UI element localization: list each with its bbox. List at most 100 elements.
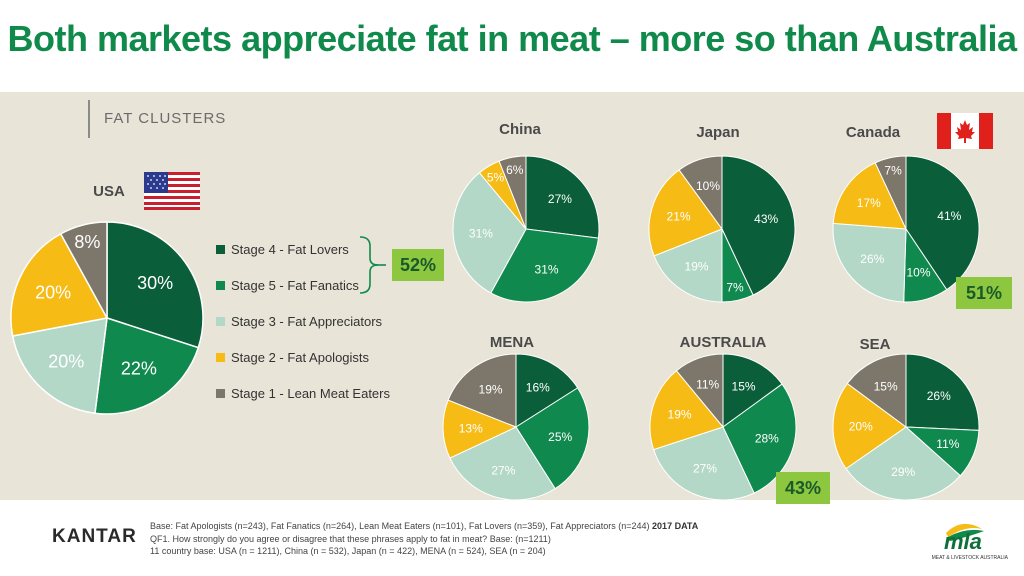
legend-label: Stage 4 - Fat Lovers [231, 242, 349, 257]
pie-slice [905, 155, 980, 291]
pie-slice-label: 21% [667, 209, 691, 223]
pie-slice-label: 27% [491, 463, 515, 477]
pie-slice-label: 19% [685, 259, 709, 273]
pie-slice-label: 10% [696, 179, 720, 193]
pie-slice [675, 353, 724, 429]
legend-swatch [216, 317, 225, 326]
pie-australia: 15% 28% 27% 19% 11% [649, 353, 797, 501]
pie-slice [442, 399, 518, 459]
pie-label-mena: MENA [489, 334, 535, 351]
pie-slice-label: 30% [137, 273, 173, 293]
legend-bracket [359, 236, 386, 294]
kantar-logo: KANTAR [52, 526, 137, 547]
pie-slice-label: 19% [479, 383, 503, 397]
legend-item: Stage 3 - Fat Appreciators [216, 314, 382, 329]
legend-label: Stage 1 - Lean Meat Eaters [231, 386, 390, 401]
pie-slice [106, 221, 204, 349]
pie-slice [59, 221, 108, 319]
pie-slice-label: 7% [726, 280, 744, 294]
footer-country-base: 11 country base: USA (n = 1211), China (… [150, 546, 546, 556]
pie-slice [490, 228, 599, 303]
pie-slice [832, 382, 907, 470]
canada-flag-icon [937, 113, 993, 149]
pie-slice-label: 15% [874, 380, 898, 394]
pie-slice-label: 22% [121, 358, 157, 378]
pie-slice-label: 5% [487, 170, 505, 184]
pie-slice-label: 19% [668, 407, 692, 421]
pie-slice [11, 317, 108, 415]
mla-logo-subtext: MEAT & LIVESTOCK AUSTRALIA [931, 555, 1008, 561]
pie-slice-label: 25% [548, 430, 572, 444]
pie-slice-label: 10% [906, 265, 930, 279]
pie-slice [498, 155, 527, 230]
pie-mena: 16% 25% 27% 13% 19% [442, 353, 590, 501]
pie-slice [846, 353, 907, 428]
legend-item: Stage 5 - Fat Fanatics [216, 278, 359, 293]
legend-label: Stage 5 - Fat Fanatics [231, 278, 359, 293]
mla-logo: mla MEAT & LIVESTOCK AUSTRALIA [918, 517, 1008, 567]
legend-item: Stage 2 - Fat Apologists [216, 350, 369, 365]
pie-slice [832, 162, 907, 230]
pie-slice [515, 353, 579, 428]
pie-usa: 30% 22% 20% 20% 8% [10, 221, 204, 415]
pie-slice [652, 426, 755, 501]
pie-slice [447, 353, 517, 428]
usa-flag-icon [144, 172, 200, 210]
pie-slice-label: 43% [754, 212, 778, 226]
legend-label: Stage 3 - Fat Appreciators [231, 314, 383, 329]
pie-slice-label: 6% [506, 163, 524, 177]
pie-slice [905, 353, 980, 431]
pie-slice [525, 155, 600, 239]
footer-base-line: Base: Fat Apologists (n=243), Fat Fanati… [150, 521, 699, 531]
legend-item: Stage 4 - Fat Lovers [216, 242, 349, 257]
pie-slice-label: 41% [937, 209, 961, 223]
pie-slice [515, 387, 590, 490]
pie-slice-label: 26% [927, 389, 951, 403]
pie-slice-label: 15% [732, 380, 756, 394]
pie-slice-label: 20% [48, 351, 84, 371]
pie-label-canada: Canada [845, 124, 901, 141]
pie-label-australia: AUSTRALIA [679, 334, 767, 351]
footer-notes: Base: Fat Apologists (n=243), Fat Fanati… [150, 520, 790, 558]
pie-slice [449, 426, 556, 501]
pie-slice [452, 172, 527, 294]
pie-slice [874, 155, 907, 230]
pie-slice [722, 383, 797, 494]
pie-japan: 43% 7% 19% 21% 10% [648, 155, 796, 303]
legend-swatch [216, 245, 225, 254]
pie-slice-label: 17% [857, 196, 881, 210]
legend-label: Stage 2 - Fat Apologists [231, 350, 370, 365]
callout-australia-total: 43% [776, 472, 830, 504]
pie-slice [653, 228, 723, 303]
pie-slice-label: 7% [884, 164, 902, 178]
slide-title: Both markets appreciate fat in meat – mo… [7, 18, 1017, 59]
pie-slice [845, 426, 962, 501]
pie-slice-label: 27% [693, 462, 717, 476]
pie-slice-label: 28% [755, 431, 779, 445]
mla-leaf-icon [946, 523, 984, 541]
pie-label-sea: SEA [859, 336, 891, 353]
legend-swatch [216, 281, 225, 290]
pie-slice [832, 222, 907, 303]
callout-canada-total: 51% [956, 277, 1012, 309]
legend-item: Stage 1 - Lean Meat Eaters [216, 386, 390, 401]
pie-slice [94, 317, 200, 415]
pie-slice-label: 16% [526, 380, 550, 394]
pie-slice-label: 13% [459, 421, 483, 435]
pie-label-china: China [499, 121, 541, 138]
legend-swatch [216, 389, 225, 398]
pie-slice [722, 353, 783, 428]
pie-slice-label: 11% [936, 437, 959, 451]
footer-question: QF1. How strongly do you agree or disagr… [150, 533, 551, 544]
pie-china: 27% 31% 31% 5%6% [452, 155, 600, 303]
pie-slice [721, 155, 796, 296]
pie-slice-label: 31% [535, 262, 559, 276]
callout-usa-total: 52% [392, 249, 444, 281]
mla-logo-text: mla [944, 529, 982, 554]
pie-slice-label: 11% [696, 377, 719, 391]
pie-slice-label: 20% [35, 283, 71, 303]
pie-sea: 26% 11% 29% 20% 15% [832, 353, 980, 501]
pie-slice-label: 31% [469, 226, 493, 240]
pie-slice-label: 29% [891, 465, 915, 479]
pie-slice [649, 370, 724, 451]
